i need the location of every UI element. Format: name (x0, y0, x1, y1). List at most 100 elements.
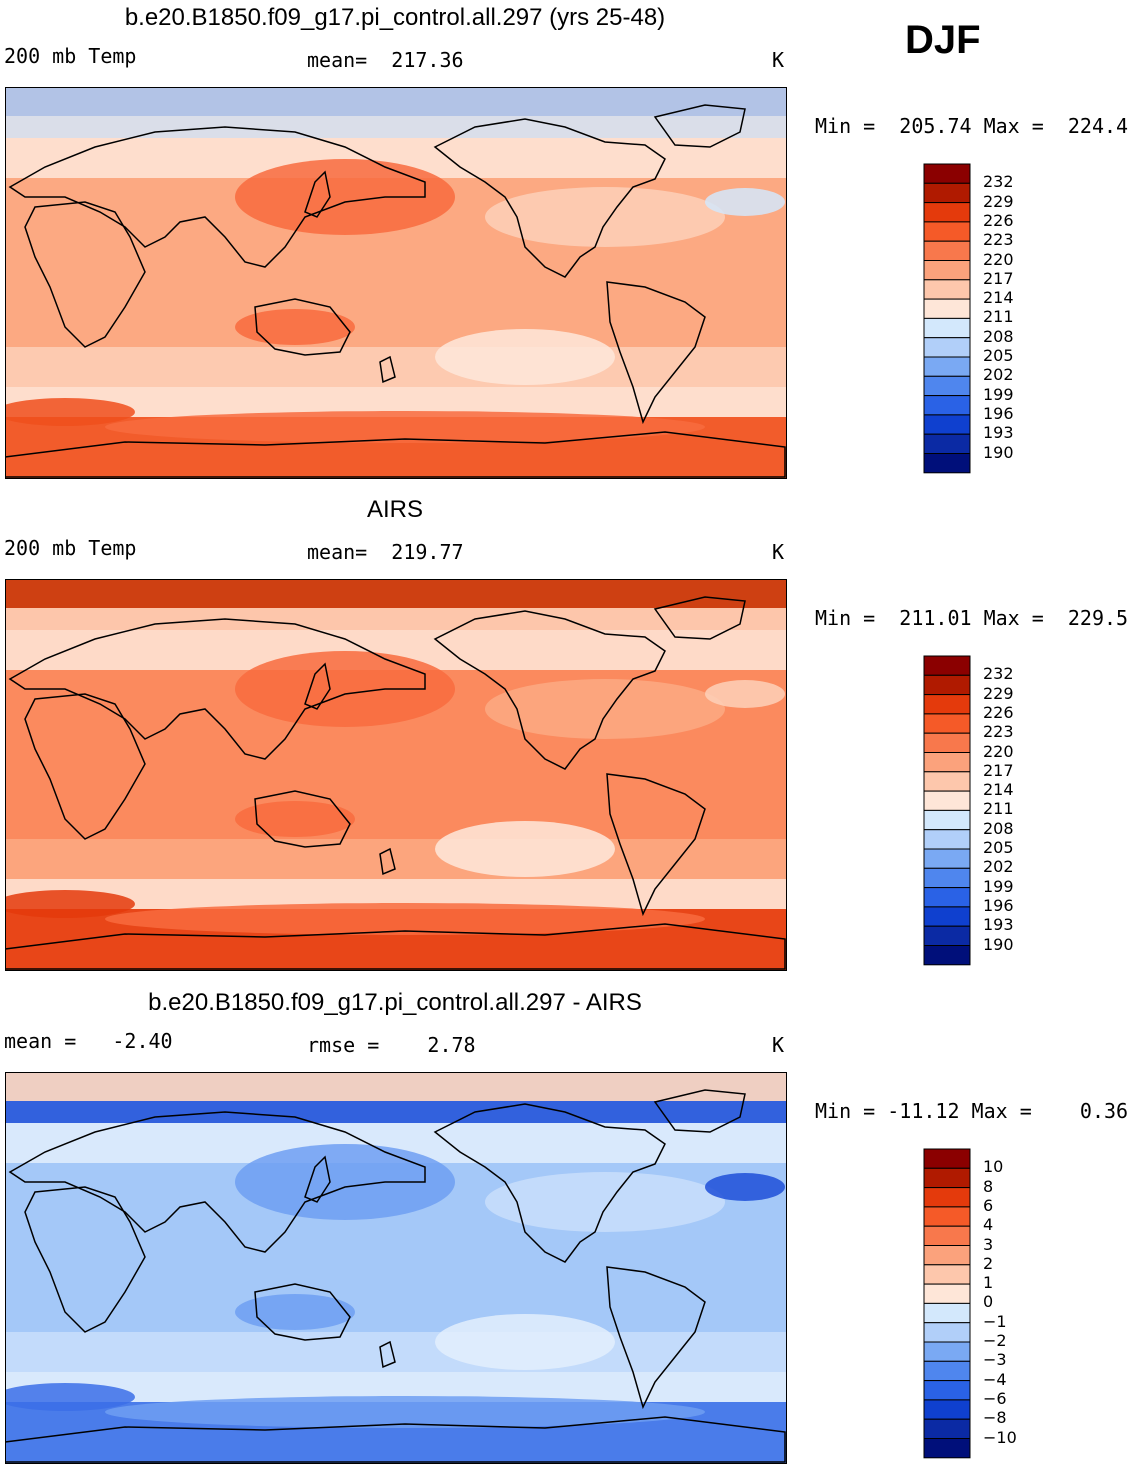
colorbar-cell (923, 655, 971, 676)
panel-title: b.e20.B1850.f09_g17.pi_control.all.297 (… (124, 4, 666, 31)
colorbar-tick-label: 199 (983, 876, 1014, 896)
contour-region (105, 903, 705, 935)
colorbar-tick-label: 202 (983, 365, 1014, 385)
contour-region (235, 651, 455, 727)
contour-region (5, 398, 135, 426)
colorbar-cell (923, 375, 971, 397)
coastline (379, 1340, 396, 1369)
colorbar-tick-label: 0 (983, 1292, 994, 1312)
colorbar-tick-label: −6 (983, 1388, 1007, 1408)
colorbar-tick-label: 211 (983, 799, 1014, 819)
coastline (433, 610, 666, 770)
colorbar-tick-label: 3 (983, 1234, 994, 1254)
contour-map (5, 1072, 787, 1464)
mean-label: mean= 217.36 (307, 48, 464, 72)
colorbar-cell (923, 829, 971, 850)
colorbar-cell (923, 202, 971, 223)
contour-region (705, 680, 785, 708)
colorbar-cell (923, 1245, 971, 1266)
contour-region (235, 309, 355, 345)
colorbar-tick-label: −3 (983, 1350, 1007, 1370)
colorbar-tick-label: 229 (983, 683, 1014, 703)
contour-band (6, 347, 786, 387)
colorbar-cell (923, 752, 971, 773)
panel-title: b.e20.B1850.f09_g17.pi_control.all.297 -… (148, 989, 642, 1016)
coastline (24, 693, 146, 840)
colorbar-cell (923, 433, 971, 455)
coastline (254, 1283, 351, 1341)
contour-region (5, 1383, 135, 1411)
colorbar-cell (923, 240, 971, 261)
colorbar-tick-label: 8 (983, 1176, 994, 1196)
colorbar-tick-label: 226 (983, 702, 1014, 722)
contour-map (5, 579, 787, 971)
colorbar-tick-label: 229 (983, 191, 1014, 211)
colorbar-cell (923, 771, 971, 792)
coastline (653, 596, 746, 640)
colorbar-cell (923, 317, 971, 339)
colorbar-tick-label: 196 (983, 403, 1014, 423)
colorbar-tick-label: 226 (983, 210, 1014, 230)
min-max-label: Min = -11.12 Max = 0.36 (815, 1099, 1128, 1123)
coastline (433, 118, 666, 278)
colorbar-cell (923, 163, 971, 184)
coastline (304, 1155, 331, 1203)
contour-band (6, 839, 786, 879)
colorbar-cell (923, 887, 971, 908)
contour-region (485, 1172, 725, 1232)
coastline (24, 201, 146, 348)
colorbar-cell (923, 1167, 971, 1189)
min-max-label: Min = 211.01 Max = 229.51 (815, 606, 1128, 630)
colorbar-tick-label: 1 (983, 1273, 994, 1293)
colorbar-cell (923, 395, 971, 416)
units-label: K (772, 1033, 785, 1057)
contour-region (485, 679, 725, 739)
contour-region (485, 187, 725, 247)
colorbar-tick-label: 205 (983, 838, 1014, 857)
colorbar-tick-label: −8 (983, 1408, 1007, 1428)
coastline (254, 298, 351, 356)
contour-band (6, 1332, 786, 1372)
coastline (8, 126, 426, 268)
colorbar-tick-label: 193 (983, 915, 1014, 935)
coastline (254, 790, 351, 848)
colorbar-tick-label: 223 (983, 230, 1014, 250)
coastline (24, 1186, 146, 1333)
mean-label: rmse = 2.78 (307, 1033, 476, 1057)
colorbar-cell (923, 694, 971, 715)
colorbar-tick-label: −1 (983, 1311, 1007, 1331)
contour-band (6, 1101, 786, 1123)
colorbar-tick-label: 232 (983, 172, 1014, 192)
contour-band (6, 580, 786, 608)
coastline (8, 1111, 426, 1253)
contour-region (435, 821, 615, 877)
colorbar-cell (923, 906, 971, 927)
variable-label: 200 mb Temp (4, 44, 137, 68)
mean-label: mean= 219.77 (307, 540, 464, 564)
colorbar-tick-label: 211 (983, 307, 1014, 327)
colorbar-cell (923, 1206, 971, 1227)
colorbar-tick-label: 6 (983, 1195, 994, 1215)
colorbar-cell (923, 279, 971, 300)
season-label: DJF (905, 18, 981, 62)
map-frame (5, 1072, 787, 1464)
coastline (304, 662, 331, 710)
colorbar-cell (923, 1418, 971, 1440)
map-frame (5, 87, 787, 479)
panel-title: AIRS (366, 496, 423, 523)
colorbar-cell (923, 867, 971, 889)
units-label: K (772, 540, 785, 564)
colorbar-cell (923, 356, 971, 377)
colorbar-tick-label: 199 (983, 384, 1014, 404)
coastline (8, 618, 426, 760)
contour-region (435, 329, 615, 385)
colorbar-cell (923, 809, 971, 831)
colorbar-tick-label: 208 (983, 818, 1014, 838)
variable-label: 200 mb Temp (4, 536, 137, 560)
colorbar-cell (923, 713, 971, 734)
colorbar-cell (923, 945, 971, 966)
colorbar-tick-label: 223 (983, 722, 1014, 742)
colorbar-cell (923, 298, 971, 319)
coastline (5, 431, 786, 478)
colorbar-tick-label: 190 (983, 934, 1014, 954)
